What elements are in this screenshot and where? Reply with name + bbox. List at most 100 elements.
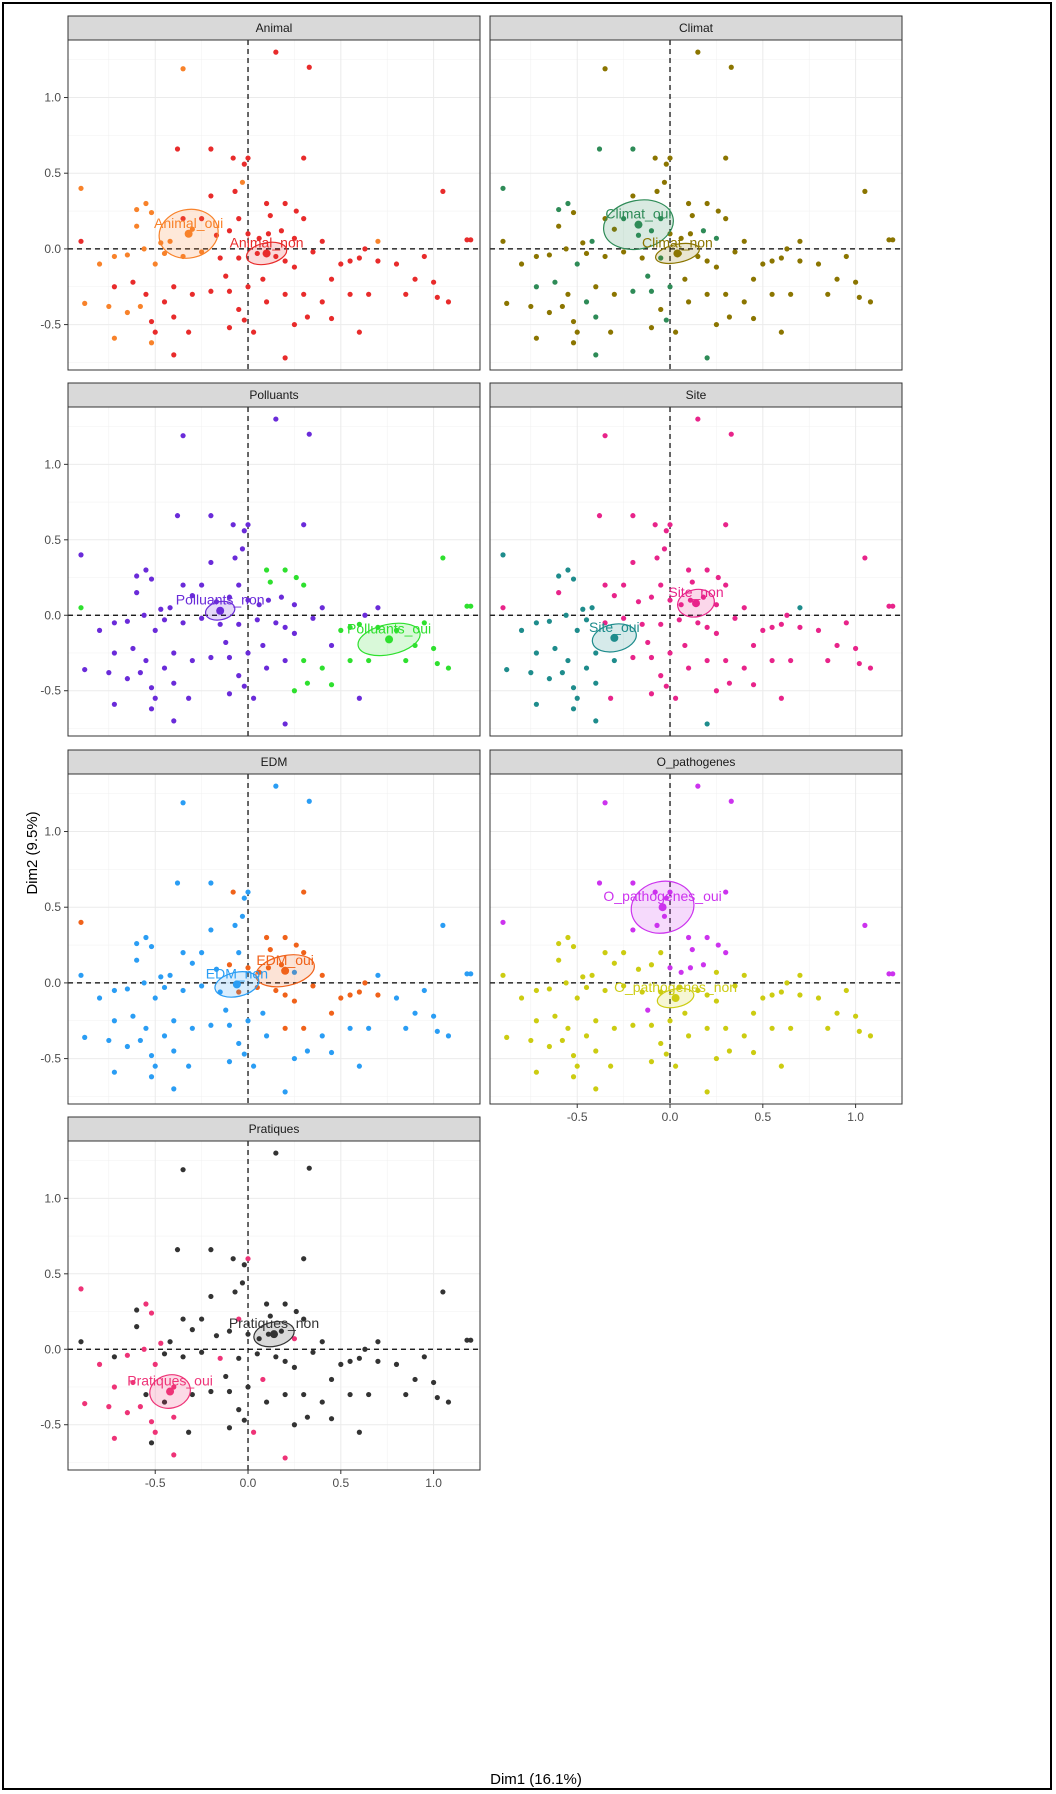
data-point	[445, 1033, 452, 1039]
data-point	[685, 1033, 692, 1039]
data-point	[843, 987, 849, 994]
data-point	[611, 1025, 617, 1031]
data-point	[304, 680, 311, 686]
panel-background	[68, 774, 480, 1104]
data-point	[672, 695, 679, 701]
data-point	[533, 253, 539, 260]
data-point	[199, 615, 205, 621]
data-point	[366, 657, 372, 664]
panel-pratiques: Pratiques Pratiques_oui Pratiques_non -0.5 0…	[40, 1116, 481, 1490]
data-point	[667, 522, 673, 528]
data-point	[704, 291, 710, 297]
data-point	[226, 1328, 233, 1334]
x-tick-label: 1.0	[425, 1476, 442, 1490]
data-point	[890, 237, 896, 243]
data-point	[245, 1384, 251, 1390]
data-point	[375, 972, 381, 978]
data-point	[834, 642, 840, 649]
data-point	[682, 276, 688, 282]
data-point	[328, 1010, 335, 1016]
category-label: EDM_oui	[256, 952, 314, 968]
data-point	[362, 980, 368, 986]
data-point	[695, 620, 701, 626]
data-point	[241, 1262, 247, 1268]
data-point	[704, 355, 710, 361]
data-point	[593, 284, 599, 290]
data-point	[239, 913, 246, 919]
data-point	[658, 950, 664, 956]
data-point	[886, 603, 892, 609]
data-point	[658, 582, 664, 588]
data-point	[189, 960, 195, 966]
panel-polluants: Polluants Polluants_oui Polluants_non -0.5 0…	[40, 382, 481, 737]
data-point	[241, 683, 247, 689]
data-point	[621, 582, 627, 588]
data-point	[338, 261, 344, 267]
data-point	[608, 1063, 614, 1069]
data-point	[784, 246, 790, 252]
data-point	[667, 597, 673, 603]
data-point	[171, 284, 177, 290]
data-point	[158, 1340, 164, 1346]
data-point	[565, 291, 571, 297]
data-point	[174, 1247, 181, 1253]
data-point	[96, 627, 103, 633]
data-point	[570, 576, 577, 582]
data-point	[245, 597, 251, 603]
data-point	[570, 1074, 577, 1080]
data-point	[658, 255, 664, 261]
data-point	[310, 615, 316, 621]
data-point	[853, 279, 859, 285]
facet-strip	[67, 749, 481, 775]
data-point	[278, 962, 285, 968]
facet-strip	[67, 382, 481, 408]
data-point	[362, 612, 368, 618]
data-point	[563, 612, 569, 618]
category-label: Polluants_non	[176, 592, 265, 608]
data-point	[199, 582, 205, 588]
data-point	[301, 1316, 307, 1322]
data-point	[661, 546, 668, 552]
data-point	[106, 1037, 112, 1044]
data-point	[180, 66, 186, 72]
data-point	[445, 299, 452, 305]
data-point	[468, 237, 474, 243]
data-point	[304, 1414, 311, 1420]
data-point	[500, 972, 506, 978]
data-point	[648, 1059, 655, 1065]
data-point	[778, 621, 784, 627]
data-point	[301, 1025, 307, 1031]
data-point	[741, 1033, 747, 1039]
data-point	[180, 1167, 186, 1173]
data-point	[174, 880, 181, 886]
data-point	[148, 318, 155, 325]
data-point	[528, 670, 534, 676]
data-point	[148, 576, 155, 582]
data-point	[393, 627, 400, 633]
data-point	[208, 1293, 214, 1300]
data-point	[546, 986, 552, 992]
data-point	[82, 1400, 88, 1407]
data-point	[267, 212, 273, 219]
data-point	[630, 927, 636, 933]
data-point	[143, 1301, 149, 1307]
data-point	[189, 1327, 195, 1333]
data-point	[134, 206, 140, 213]
data-point	[232, 555, 238, 561]
data-point	[434, 1028, 440, 1034]
data-point	[245, 231, 251, 237]
data-point	[282, 291, 288, 297]
data-point	[319, 299, 325, 305]
data-point	[236, 621, 242, 627]
data-point	[273, 987, 279, 994]
data-point	[273, 620, 279, 626]
data-point	[784, 980, 790, 986]
panel-border	[67, 1140, 481, 1471]
data-point	[167, 972, 173, 978]
facet-strip-label: Animal	[256, 21, 293, 35]
data-point	[137, 1037, 143, 1044]
panel-site: Site Site_oui Site_non	[489, 382, 903, 737]
data-point	[143, 657, 149, 664]
data-point	[565, 934, 571, 941]
y-tick-label: 1.0	[44, 825, 61, 839]
